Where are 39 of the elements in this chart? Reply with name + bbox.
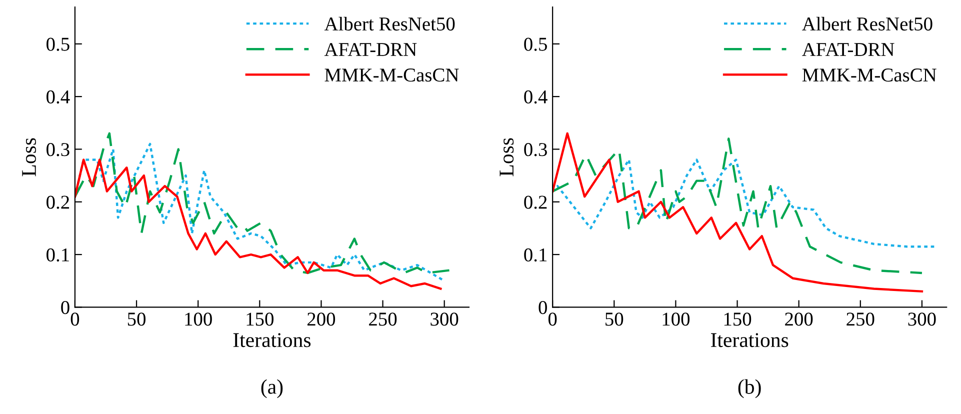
legend-label: Albert ResNet50 xyxy=(802,16,932,31)
text: (b) xyxy=(738,379,761,398)
y-tick-label: 0.1 xyxy=(46,248,69,262)
x-tick-label: 100 xyxy=(662,312,690,326)
y-tick-label: 0.5 xyxy=(524,38,547,51)
line-series xyxy=(74,158,442,290)
y-tick-label: 0.3 xyxy=(46,143,70,156)
x-tick-label: 300 xyxy=(908,312,936,326)
x-tick-label: 150 xyxy=(724,312,752,326)
legend-label: AFAT-DRN xyxy=(802,43,894,56)
legend-label: MMK-M-CasCN xyxy=(802,68,936,82)
x-tick-label: 150 xyxy=(246,312,274,326)
y-tick-label: 0.5 xyxy=(46,38,70,51)
text: (a) xyxy=(261,379,283,398)
y-tick-label: 0.4 xyxy=(524,90,548,104)
y-tick-label: 0.3 xyxy=(524,143,547,156)
y-tick-label: 0.2 xyxy=(524,196,547,209)
x-axis-title: Iterations xyxy=(233,333,311,348)
legend-label: MMK-M-CasCN xyxy=(324,68,459,82)
y-axis-title: Loss xyxy=(22,138,36,176)
x-tick-label: 50 xyxy=(128,312,146,326)
legend-label: Albert ResNet50 xyxy=(324,16,455,31)
x-tick-label: 0 xyxy=(70,312,80,326)
x-tick-label: 100 xyxy=(185,312,212,326)
x-tick-label: 200 xyxy=(785,312,813,326)
y-axis-title: Loss xyxy=(500,138,514,176)
x-axis-title: Iterations xyxy=(710,333,788,348)
x-tick-label: 0 xyxy=(548,312,557,326)
x-tick-label: 250 xyxy=(369,312,397,326)
x-tick-label: 200 xyxy=(307,312,336,326)
y-tick-label: 0.1 xyxy=(524,248,547,262)
y-tick-label: 0 xyxy=(538,301,547,314)
y-tick-label: 0 xyxy=(61,301,70,314)
legend-label: AFAT-DRN xyxy=(324,43,417,56)
x-tick-label: 300 xyxy=(430,312,458,326)
x-tick-label: 50 xyxy=(606,312,624,326)
y-tick-label: 0.4 xyxy=(46,90,70,104)
y-tick-label: 0.2 xyxy=(46,196,70,209)
x-tick-label: 250 xyxy=(846,312,874,326)
